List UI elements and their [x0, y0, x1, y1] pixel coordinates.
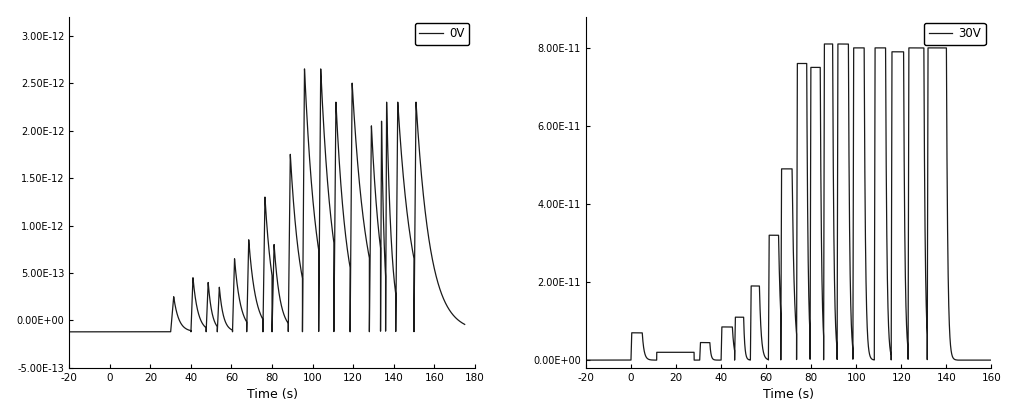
- X-axis label: Time (s): Time (s): [764, 388, 814, 401]
- Legend: 30V: 30V: [924, 23, 985, 45]
- X-axis label: Time (s): Time (s): [246, 388, 297, 401]
- Legend: 0V: 0V: [414, 23, 469, 45]
